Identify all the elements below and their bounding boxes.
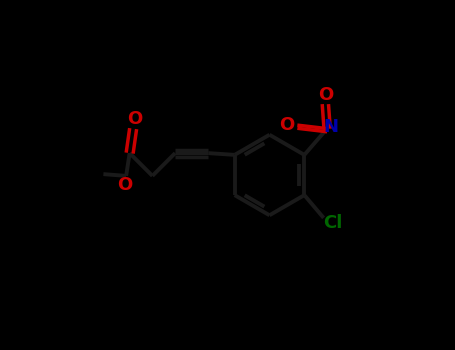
- Text: N: N: [324, 118, 339, 136]
- Text: O: O: [279, 116, 294, 134]
- Text: O: O: [318, 86, 333, 104]
- Text: O: O: [117, 176, 132, 194]
- Text: Cl: Cl: [323, 214, 342, 232]
- Text: O: O: [127, 110, 142, 128]
